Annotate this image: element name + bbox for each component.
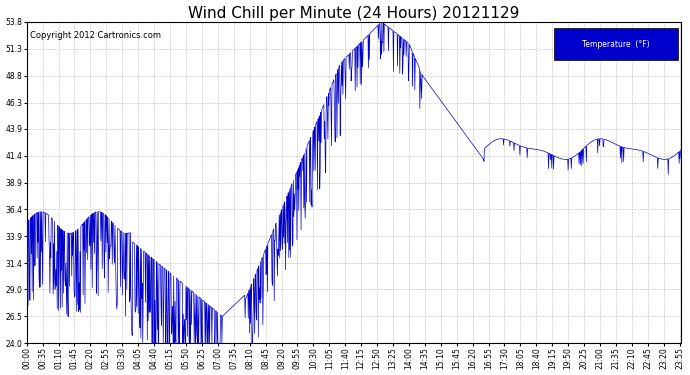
- Text: Copyright 2012 Cartronics.com: Copyright 2012 Cartronics.com: [30, 32, 161, 40]
- FancyBboxPatch shape: [554, 28, 678, 60]
- Title: Wind Chill per Minute (24 Hours) 20121129: Wind Chill per Minute (24 Hours) 2012112…: [188, 6, 520, 21]
- Text: Temperature  (°F): Temperature (°F): [582, 40, 650, 49]
